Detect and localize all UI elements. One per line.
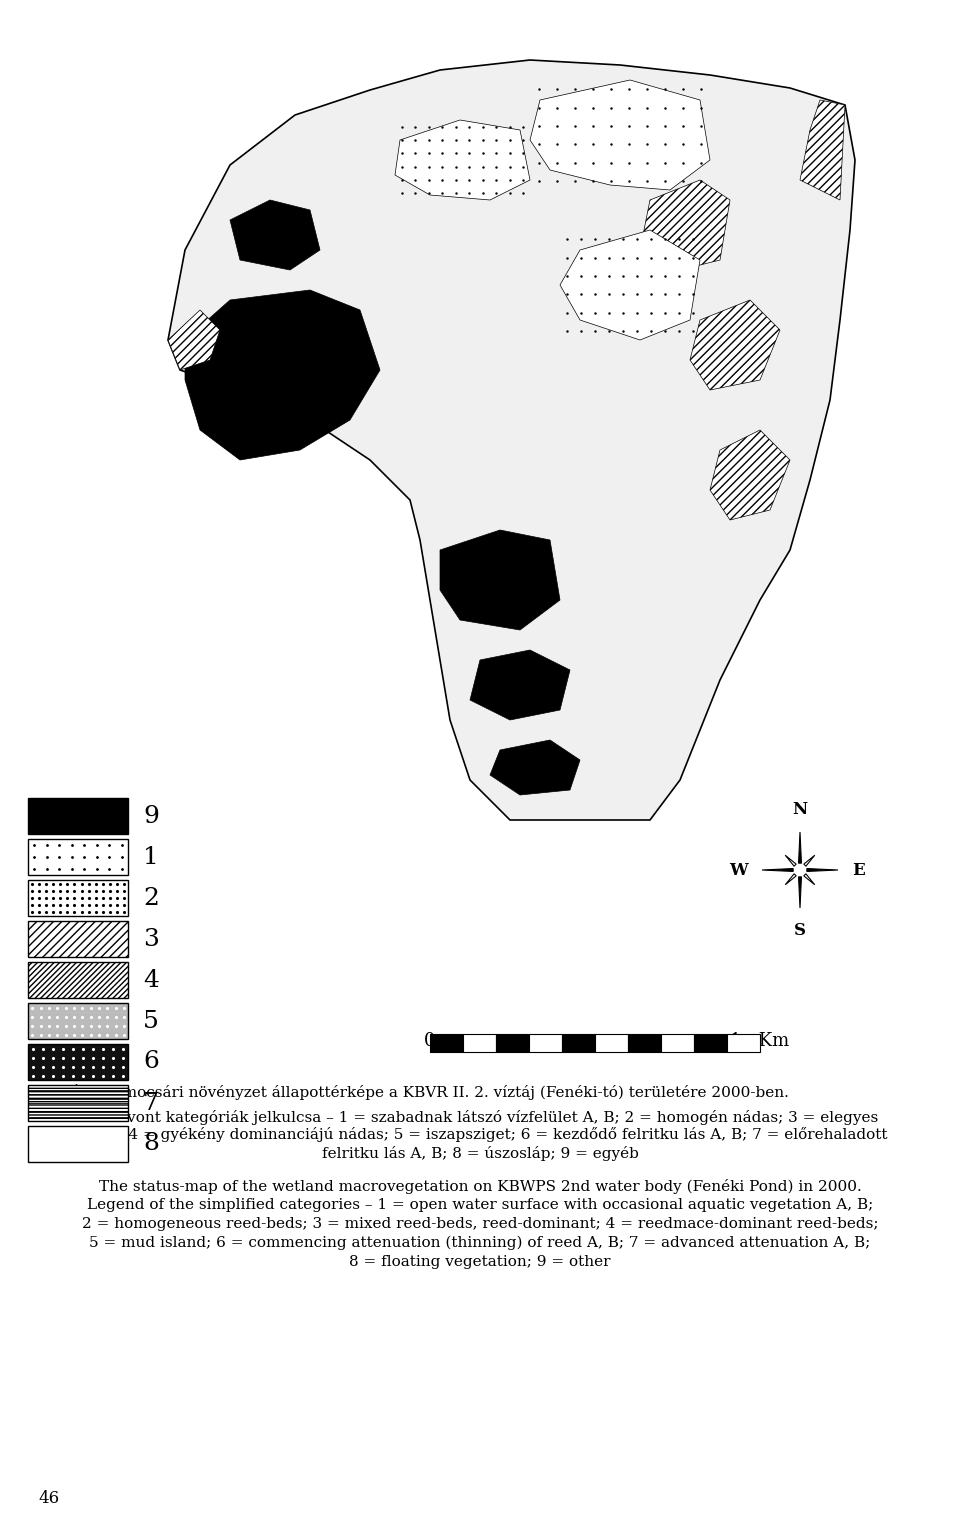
Bar	[28, 921, 128, 956]
Polygon shape	[762, 868, 793, 871]
Polygon shape	[168, 311, 220, 370]
Bar	[529, 1034, 562, 1052]
Polygon shape	[470, 650, 570, 720]
Text: 8: 8	[143, 1133, 158, 1156]
Bar	[28, 1043, 128, 1080]
Polygon shape	[168, 59, 855, 819]
Bar	[28, 839, 128, 876]
Polygon shape	[804, 856, 815, 867]
Polygon shape	[560, 230, 700, 340]
Text: 2 = homogeneous reed-beds; 3 = mixed reed-beds, reed-dominant; 4 = reedmace-domi: 2 = homogeneous reed-beds; 3 = mixed ree…	[82, 1217, 878, 1231]
Polygon shape	[640, 180, 730, 270]
Polygon shape	[440, 530, 560, 631]
Polygon shape	[185, 289, 380, 460]
Text: 1: 1	[143, 845, 158, 868]
Bar	[661, 1034, 694, 1052]
Text: felritku lás A, B; 8 = úszosláp; 9 = egyéb: felritku lás A, B; 8 = úszosláp; 9 = egy…	[322, 1145, 638, 1161]
Polygon shape	[799, 877, 802, 908]
Polygon shape	[785, 874, 796, 885]
Text: Legend of the simplified categories – 1 = open water surface with occasional aqu: Legend of the simplified categories – 1 …	[86, 1199, 874, 1212]
Polygon shape	[806, 868, 838, 871]
Bar	[28, 798, 128, 835]
Bar	[694, 1034, 727, 1052]
Text: 6: 6	[143, 1051, 158, 1074]
Polygon shape	[785, 856, 796, 867]
Polygon shape	[690, 300, 780, 390]
Text: S: S	[794, 921, 806, 940]
Bar	[28, 1004, 128, 1039]
Text: nádas; 4 = gyékény dominanciájú nádas; 5 = iszapsziget; 6 = kezdődő felritku lás: nádas; 4 = gyékény dominanciájú nádas; 5…	[73, 1127, 887, 1142]
Bar	[463, 1034, 496, 1052]
Bar	[727, 1034, 760, 1052]
Bar	[28, 1084, 128, 1121]
Text: 0: 0	[424, 1033, 436, 1049]
Polygon shape	[230, 200, 320, 270]
Text: 3: 3	[143, 928, 158, 950]
Text: 8 = floating vegetation; 9 = other: 8 = floating vegetation; 9 = other	[349, 1255, 611, 1269]
Polygon shape	[710, 429, 790, 519]
Text: N: N	[792, 801, 807, 818]
Polygon shape	[799, 832, 802, 864]
Polygon shape	[800, 101, 845, 200]
Bar	[430, 1034, 463, 1052]
Bar	[28, 963, 128, 998]
Text: 5 = mud island; 6 = commencing attenuation (thinning) of reed A, B; 7 = advanced: 5 = mud island; 6 = commencing attenuati…	[89, 1237, 871, 1250]
Text: Összevont kategóriák jelkulcsa – 1 = szabadnak látszó vízfelület A, B; 2 = homog: Összevont kategóriák jelkulcsa – 1 = sza…	[82, 1109, 878, 1125]
Polygon shape	[804, 874, 815, 885]
Bar	[628, 1034, 661, 1052]
Text: 7: 7	[143, 1092, 158, 1115]
Bar	[28, 880, 128, 915]
Bar	[496, 1034, 529, 1052]
Text: 46: 46	[38, 1489, 60, 1506]
Text: The status-map of the wetland macrovegetation on KBWPS 2nd water body (Fenéki Po: The status-map of the wetland macroveget…	[99, 1179, 861, 1194]
Text: 2. ábra.: 2. ábra.	[50, 1084, 109, 1100]
Text: W: W	[730, 862, 748, 879]
Bar	[28, 1125, 128, 1162]
Text: A mocsári növényzet állapottérképe a KBVR II. 2. víztáj (Fenéki-tó) területére 2: A mocsári növényzet állapottérképe a KBV…	[102, 1084, 789, 1100]
Text: 2: 2	[143, 886, 158, 909]
Polygon shape	[530, 81, 710, 190]
Text: 5: 5	[143, 1010, 158, 1033]
Bar	[562, 1034, 595, 1052]
Text: 9: 9	[143, 804, 158, 827]
Polygon shape	[395, 120, 530, 200]
Text: 4: 4	[143, 969, 158, 991]
Polygon shape	[490, 740, 580, 795]
Text: E: E	[852, 862, 865, 879]
Text: 1   Km: 1 Km	[731, 1033, 790, 1049]
Bar	[595, 1034, 628, 1052]
